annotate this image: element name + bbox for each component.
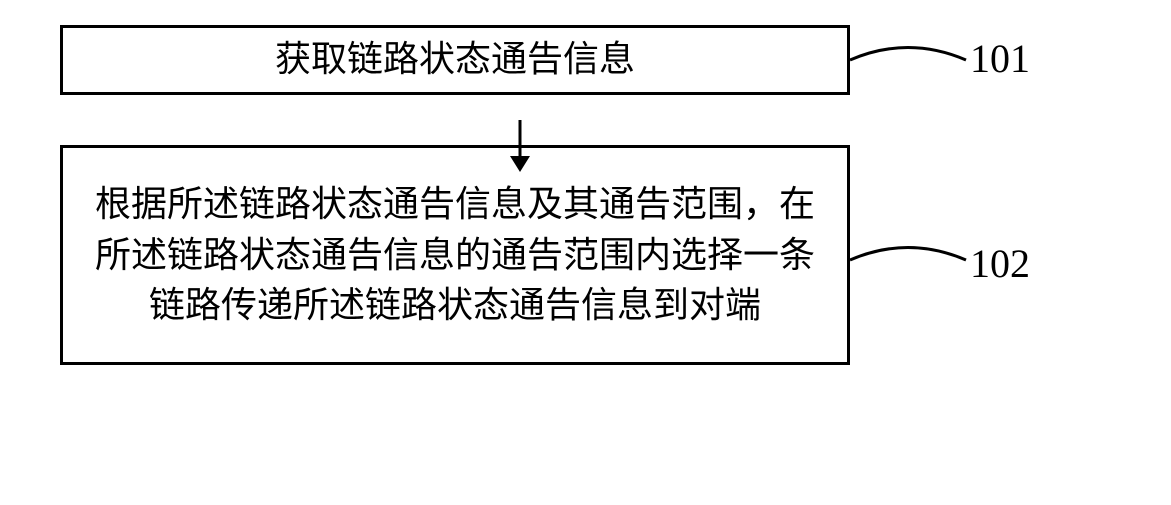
connector-line-1	[848, 40, 973, 85]
connector-line-2	[848, 240, 973, 285]
step-2-text: 根据所述链路状态通告信息及其通告范围，在所述链路状态通告信息的通告范围内选择一条…	[83, 179, 827, 330]
label-step-1: 101	[970, 35, 1030, 82]
label-step-2: 102	[970, 240, 1030, 287]
flowchart-step-1: 获取链路状态通告信息	[60, 25, 850, 95]
step-1-text: 获取链路状态通告信息	[275, 38, 635, 81]
flowchart-step-2: 根据所述链路状态通告信息及其通告范围，在所述链路状态通告信息的通告范围内选择一条…	[60, 145, 850, 365]
arrow-down-icon	[505, 120, 535, 175]
flowchart-container: 获取链路状态通告信息 根据所述链路状态通告信息及其通告范围，在所述链路状态通告信…	[60, 25, 960, 365]
